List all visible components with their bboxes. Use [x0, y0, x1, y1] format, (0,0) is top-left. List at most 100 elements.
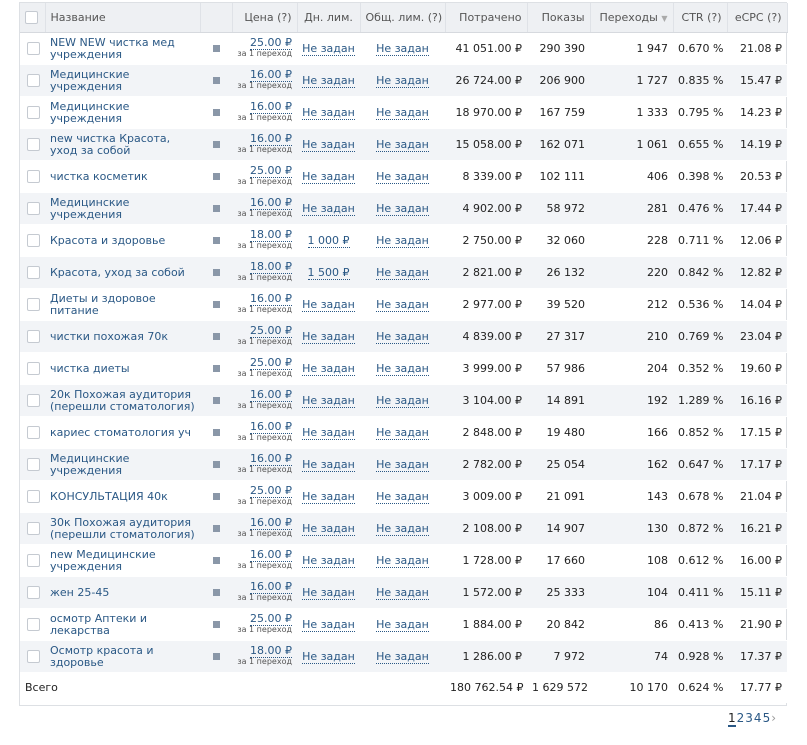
row-select[interactable]	[20, 256, 45, 289]
total-limit[interactable]: Не задан	[376, 138, 429, 152]
row-select[interactable]	[20, 160, 45, 193]
price[interactable]: 18.00 ₽	[250, 260, 292, 274]
price[interactable]: 16.00 ₽	[250, 132, 292, 146]
checkbox[interactable]	[27, 138, 40, 152]
ad-name[interactable]: Диеты и здоровое питание	[45, 288, 200, 321]
price[interactable]: 16.00 ₽	[250, 196, 292, 210]
row-select[interactable]	[20, 448, 45, 481]
total-limit[interactable]: Не задан	[376, 234, 429, 248]
checkbox[interactable]	[27, 650, 40, 664]
row-select[interactable]	[20, 128, 45, 161]
status-icon[interactable]	[212, 557, 220, 564]
row-select[interactable]	[20, 352, 45, 385]
col-ecpc[interactable]: eCPC (?)	[727, 3, 788, 33]
row-select[interactable]	[20, 544, 45, 577]
total-limit[interactable]: Не задан	[376, 458, 429, 472]
status-icon[interactable]	[212, 365, 220, 372]
price[interactable]: 16.00 ₽	[250, 548, 292, 562]
checkbox[interactable]	[27, 74, 40, 88]
daily-limit[interactable]: Не задан	[302, 106, 355, 120]
page-link[interactable]: 2	[736, 711, 745, 725]
checkbox[interactable]	[27, 522, 40, 536]
ad-name[interactable]: чистки похожая 70к	[45, 320, 200, 353]
ad-name[interactable]: кариес стоматология уч	[45, 416, 200, 449]
checkbox[interactable]	[27, 202, 40, 216]
select-all[interactable]	[20, 3, 46, 33]
daily-limit[interactable]: Не задан	[302, 170, 355, 184]
status-icon[interactable]	[212, 397, 220, 404]
checkbox[interactable]	[27, 458, 40, 472]
total-limit[interactable]: Не задан	[376, 362, 429, 376]
price[interactable]: 25.00 ₽	[250, 164, 292, 178]
checkbox[interactable]	[27, 394, 40, 408]
daily-limit[interactable]: Не задан	[302, 522, 355, 536]
ad-name[interactable]: осмотр Аптеки и лекарства	[45, 608, 200, 641]
total-limit[interactable]: Не задан	[376, 330, 429, 344]
next-page[interactable]: ›	[771, 711, 777, 725]
checkbox[interactable]	[27, 234, 40, 248]
price[interactable]: 18.00 ₽	[250, 644, 292, 658]
total-limit[interactable]: Не задан	[376, 394, 429, 408]
status-icon[interactable]	[212, 493, 220, 500]
row-select[interactable]	[20, 512, 45, 545]
status-icon[interactable]	[212, 589, 220, 596]
price[interactable]: 16.00 ₽	[250, 452, 292, 466]
total-limit[interactable]: Не задан	[376, 554, 429, 568]
col-name[interactable]: Название	[45, 3, 201, 33]
checkbox[interactable]	[27, 586, 40, 600]
price[interactable]: 18.00 ₽	[250, 228, 292, 242]
row-select[interactable]	[20, 576, 45, 609]
price[interactable]: 16.00 ₽	[250, 292, 292, 306]
row-select[interactable]	[20, 640, 45, 673]
col-ctr[interactable]: CTR (?)	[673, 3, 728, 33]
daily-limit[interactable]: Не задан	[302, 458, 355, 472]
row-select[interactable]	[20, 416, 45, 449]
checkbox[interactable]	[27, 554, 40, 568]
status-icon[interactable]	[212, 525, 220, 532]
row-select[interactable]	[20, 384, 45, 417]
checkbox[interactable]	[27, 266, 40, 280]
ad-name[interactable]: new Медицинские учреждения	[45, 544, 200, 577]
col-shows[interactable]: Показы	[527, 3, 591, 33]
status-icon[interactable]	[212, 301, 220, 308]
status-icon[interactable]	[212, 109, 220, 116]
ad-name[interactable]: чистка косметик	[45, 160, 200, 193]
price[interactable]: 25.00 ₽	[250, 356, 292, 370]
total-limit[interactable]: Не задан	[376, 426, 429, 440]
status-icon[interactable]	[212, 205, 220, 212]
ad-name[interactable]: Красота и здоровье	[45, 224, 200, 257]
daily-limit[interactable]: Не задан	[302, 42, 355, 56]
ad-name[interactable]: Медицинские учреждения	[45, 96, 200, 129]
ad-name[interactable]: NEW NEW чистка мед учреждения	[45, 32, 200, 65]
price[interactable]: 16.00 ₽	[250, 580, 292, 594]
daily-limit[interactable]: Не задан	[302, 74, 355, 88]
total-limit[interactable]: Не задан	[376, 298, 429, 312]
daily-limit[interactable]: Не задан	[302, 330, 355, 344]
daily-limit[interactable]: Не задан	[302, 490, 355, 504]
price[interactable]: 25.00 ₽	[250, 36, 292, 50]
ad-name[interactable]: жен 25-45	[45, 576, 200, 609]
ad-name[interactable]: Медицинские учреждения	[45, 448, 200, 481]
row-select[interactable]	[20, 288, 45, 321]
status-icon[interactable]	[212, 45, 220, 52]
ad-name[interactable]: Медицинские учреждения	[45, 192, 200, 225]
total-limit[interactable]: Не задан	[376, 202, 429, 216]
total-limit[interactable]: Не задан	[376, 106, 429, 120]
daily-limit[interactable]: Не задан	[302, 298, 355, 312]
daily-limit[interactable]: Не задан	[302, 362, 355, 376]
total-limit[interactable]: Не задан	[376, 170, 429, 184]
daily-limit[interactable]: 1 000 ₽	[307, 234, 350, 248]
price[interactable]: 25.00 ₽	[250, 324, 292, 338]
status-icon[interactable]	[212, 429, 220, 436]
status-icon[interactable]	[212, 333, 220, 340]
total-limit[interactable]: Не задан	[376, 74, 429, 88]
status-icon[interactable]	[212, 77, 220, 84]
checkbox[interactable]	[27, 42, 40, 56]
ad-name[interactable]: Медицинские учреждения	[45, 64, 200, 97]
ad-name[interactable]: чистка диеты	[45, 352, 200, 385]
row-select[interactable]	[20, 480, 45, 513]
col-clicks[interactable]: Переходы ▼	[590, 3, 674, 33]
daily-limit[interactable]: Не задан	[302, 618, 355, 632]
checkbox[interactable]	[27, 426, 40, 440]
col-daily[interactable]: Дн. лим.	[297, 3, 361, 33]
